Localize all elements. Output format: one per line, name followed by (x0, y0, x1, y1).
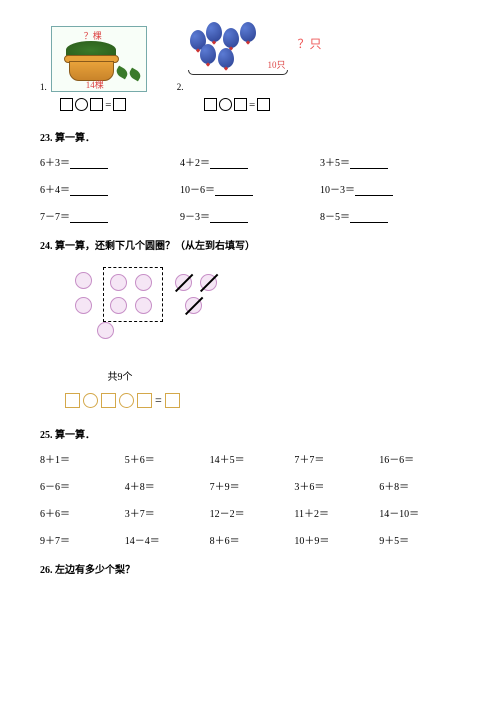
calc-item: 10－6＝ (180, 181, 320, 196)
equals-sign: = (155, 393, 162, 408)
q25-heading: 25. 算一算． (40, 426, 460, 441)
calc-item: 8－5＝ (320, 208, 460, 223)
q24-caption: 共9个 (80, 368, 160, 383)
unknown-label-2: ？只 (298, 37, 322, 51)
calc-item: 6－6＝ (40, 478, 121, 493)
operand-box[interactable] (137, 393, 152, 408)
result-box[interactable] (113, 98, 126, 111)
result-box[interactable] (257, 98, 270, 111)
answer-blank[interactable] (70, 160, 108, 169)
answer-blank[interactable] (350, 214, 388, 223)
problem-1-number: 1. (40, 82, 47, 92)
calc-item: 10＋9＝ (294, 532, 375, 547)
operator-box[interactable] (119, 393, 134, 408)
calc-item: 7－7＝ (40, 208, 180, 223)
equation-boxes-2: = (204, 98, 270, 111)
calc-item: 3＋7＝ (125, 505, 206, 520)
calc-item: 10－3＝ (320, 181, 460, 196)
calc-item: 14＋5＝ (210, 451, 291, 466)
calc-item: 4＋2＝ (180, 154, 320, 169)
equals-sign: = (105, 99, 111, 111)
answer-blank[interactable] (350, 160, 388, 169)
problem-2: 2. 10只 ？只 = (177, 20, 298, 111)
equals-sign: = (249, 99, 255, 111)
problem-2-number: 2. (177, 82, 184, 92)
calc-item: 14－10＝ (379, 505, 460, 520)
answer-blank[interactable] (215, 187, 253, 196)
calc-item: 7＋9＝ (210, 478, 291, 493)
calc-item: 7＋7＝ (294, 451, 375, 466)
calc-item: 6＋4＝ (40, 181, 180, 196)
calc-item: 14－4＝ (125, 532, 206, 547)
answer-blank[interactable] (70, 214, 108, 223)
q24-heading: 24. 算一算，还剩下几个圆圈？（从左到右填写） (40, 237, 460, 252)
calc-item: 16－6＝ (379, 451, 460, 466)
calc-item: 9－3＝ (180, 208, 320, 223)
answer-blank[interactable] (210, 214, 248, 223)
operand-box[interactable] (60, 98, 73, 111)
total-label-1: 14棵 (86, 78, 104, 91)
calc-item: 6＋3＝ (40, 154, 180, 169)
answer-blank[interactable] (355, 187, 393, 196)
q25-grid: 8＋1＝ 5＋6＝ 14＋5＝7＋7＝ 16－6＝ 6－6＝ 4＋8＝ 7＋9＝3＋6＝ 6＋… (40, 451, 460, 547)
q26-heading: 26. 左边有多少个梨？ (40, 561, 460, 576)
operator-box[interactable] (83, 393, 98, 408)
circles-diagram (60, 262, 260, 362)
calc-item: 9＋5＝ (379, 532, 460, 547)
calc-item: 8＋6＝ (210, 532, 291, 547)
calc-item: 6＋8＝ (379, 478, 460, 493)
question-25: 25. 算一算． 8＋1＝ 5＋6＝ 14＋5＝7＋7＝ 16－6＝ 6－6＝ 4＋8＝ 7… (40, 426, 460, 547)
calc-item: 12－2＝ (210, 505, 291, 520)
operand-box[interactable] (65, 393, 80, 408)
pot-image: ？棵 14棵 (51, 26, 147, 92)
q23-grid: 6＋3＝ 4＋2＝ 3＋5＝ 6＋4＝ 10－6＝ 10－3＝ 7－7＝ 9－3… (40, 154, 460, 223)
result-box[interactable] (165, 393, 180, 408)
equation-boxes-1: = (60, 98, 126, 111)
question-23: 23. 算一算． 6＋3＝ 4＋2＝ 3＋5＝ 6＋4＝ 10－6＝ 10－3＝… (40, 129, 460, 223)
operator-box[interactable] (219, 98, 232, 111)
balloons-image: 10只 ？只 (188, 20, 298, 92)
calc-item: 9＋7＝ (40, 532, 121, 547)
problem-1: 1. ？棵 14棵 = (40, 26, 147, 111)
count-label-2: 10只 (268, 58, 286, 71)
calc-item: 3＋5＝ (320, 154, 460, 169)
operand-box[interactable] (204, 98, 217, 111)
operand-box[interactable] (101, 393, 116, 408)
operator-box[interactable] (75, 98, 88, 111)
calc-item: 11＋2＝ (294, 505, 375, 520)
q23-heading: 23. 算一算． (40, 129, 460, 144)
operand-box[interactable] (90, 98, 103, 111)
operand-box[interactable] (234, 98, 247, 111)
calc-item: 4＋8＝ (125, 478, 206, 493)
calc-item: 3＋6＝ (294, 478, 375, 493)
answer-blank[interactable] (70, 187, 108, 196)
calc-item: 8＋1＝ (40, 451, 121, 466)
calc-item: 5＋6＝ (125, 451, 206, 466)
answer-blank[interactable] (210, 160, 248, 169)
equation-boxes-q24: = (65, 393, 460, 408)
calc-item: 6＋6＝ (40, 505, 121, 520)
